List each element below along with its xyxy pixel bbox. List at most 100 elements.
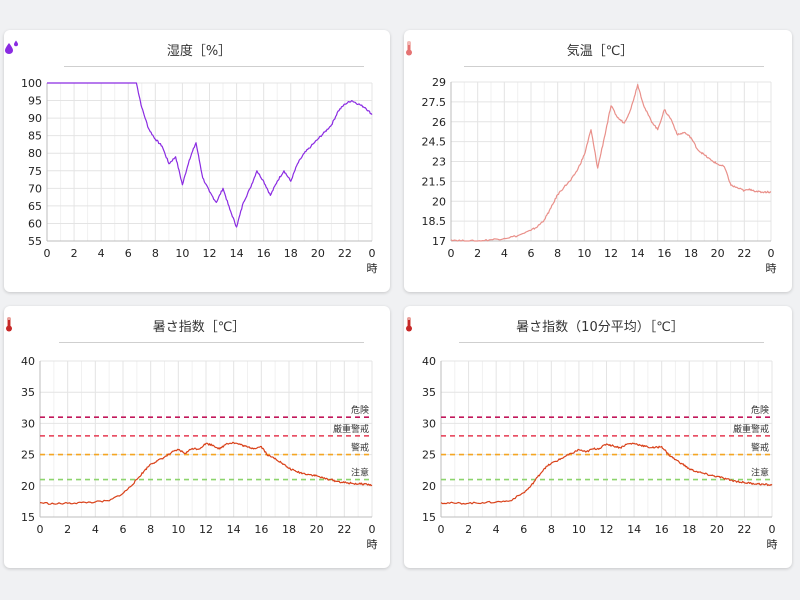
y-tick-label: 60 — [28, 217, 42, 230]
chart-title: 湿度［%］ — [4, 40, 390, 59]
x-tick-label: 18 — [282, 523, 296, 536]
x-tick-label: 14 — [227, 523, 241, 536]
y-tick-label: 17 — [432, 235, 446, 248]
x-tick-label: 20 — [311, 247, 325, 260]
chart-title-text: 湿度［%］ — [166, 44, 232, 59]
threshold-label: 注意 — [751, 467, 769, 479]
y-tick-label: 23 — [432, 156, 446, 169]
threshold-label: 危険 — [751, 404, 769, 416]
y-tick-label: 20 — [422, 480, 436, 493]
y-tick-label: 15 — [422, 511, 436, 524]
x-tick-label: 16 — [655, 523, 669, 536]
x-tick-label: 10 — [171, 523, 185, 536]
series-line — [450, 84, 772, 242]
y-tick-label: 27.5 — [422, 96, 447, 109]
x-axis-unit-label: 時 — [766, 262, 777, 275]
series-line — [440, 442, 773, 505]
title-divider — [64, 66, 364, 67]
x-tick-label: 20 — [710, 523, 724, 536]
x-tick-label: 0 — [369, 247, 376, 260]
y-tick-label: 26 — [432, 116, 446, 129]
y-tick-label: 35 — [422, 386, 436, 399]
y-tick-label: 30 — [422, 417, 436, 430]
x-tick-label: 2 — [465, 523, 472, 536]
chart-title-text: 気温［℃］ — [566, 44, 634, 59]
x-tick-label: 14 — [631, 247, 645, 260]
y-tick-label: 70 — [28, 182, 42, 195]
y-tick-label: 24.5 — [422, 136, 447, 149]
chart-title-text: 暑さ指数［℃］ — [152, 320, 246, 335]
wbgt-10min-chart-panel: 40 35 30 25 20 15 0 2 4 6 8 10 12 14 16 18 20 22 0 時危険 厳重警戒警… — [404, 306, 792, 568]
y-tick-label: 80 — [28, 147, 42, 160]
x-tick-label: 12 — [199, 523, 213, 536]
threshold-label: 警戒 — [751, 442, 769, 454]
chart-title: 暑さ指数（10分平均）［℃］ — [404, 316, 792, 335]
x-tick-label: 4 — [98, 247, 105, 260]
y-tick-label: 40 — [422, 355, 436, 368]
threshold-label: 厳重警戒 — [333, 423, 369, 435]
x-tick-label: 6 — [520, 523, 527, 536]
x-tick-label: 6 — [125, 247, 132, 260]
y-tick-label: 85 — [28, 130, 42, 143]
x-tick-label: 2 — [474, 247, 481, 260]
x-tick-label: 10 — [577, 247, 591, 260]
y-tick-label: 30 — [21, 417, 35, 430]
x-tick-label: 12 — [604, 247, 618, 260]
x-tick-label: 0 — [438, 523, 445, 536]
x-axis-unit-label: 時 — [767, 538, 778, 551]
x-axis-unit-label: 時 — [367, 262, 378, 275]
x-tick-label: 0 — [369, 523, 376, 536]
chart-title: 気温［℃］ — [404, 40, 792, 59]
x-tick-label: 20 — [310, 523, 324, 536]
humidity-chart-panel: 100 95 90 85 80 75 70 65 60 55 0 2 4 6 8 10 12 14 16 18 20 22… — [4, 30, 390, 292]
x-tick-label: 18 — [284, 247, 298, 260]
x-tick-label: 0 — [44, 247, 51, 260]
x-tick-label: 20 — [711, 247, 725, 260]
x-tick-label: 18 — [684, 247, 698, 260]
y-tick-label: 20 — [21, 480, 35, 493]
series-line — [39, 441, 373, 505]
x-tick-label: 0 — [448, 247, 455, 260]
x-tick-label: 22 — [737, 523, 751, 536]
y-tick-label: 25 — [21, 449, 35, 462]
y-tick-label: 95 — [28, 95, 42, 108]
x-tick-label: 16 — [657, 247, 671, 260]
y-tick-label: 25 — [422, 449, 436, 462]
threshold-label: 注意 — [351, 467, 369, 479]
y-tick-label: 35 — [21, 386, 35, 399]
y-tick-label: 29 — [432, 76, 446, 89]
x-tick-label: 12 — [203, 247, 217, 260]
y-tick-label: 21.5 — [422, 175, 447, 188]
x-tick-label: 22 — [737, 247, 751, 260]
x-tick-label: 6 — [528, 247, 535, 260]
x-tick-label: 8 — [152, 247, 159, 260]
x-tick-label: 0 — [37, 523, 44, 536]
x-tick-label: 10 — [175, 247, 189, 260]
series-line — [47, 82, 373, 228]
title-divider — [59, 342, 364, 343]
x-tick-label: 14 — [627, 523, 641, 536]
title-divider — [459, 342, 764, 343]
x-tick-label: 18 — [682, 523, 696, 536]
title-divider — [464, 66, 764, 67]
x-tick-label: 2 — [71, 247, 78, 260]
x-tick-label: 4 — [92, 523, 99, 536]
x-tick-label: 0 — [768, 247, 775, 260]
threshold-label: 危険 — [351, 404, 369, 416]
x-tick-label: 16 — [254, 523, 268, 536]
wbgt-chart-panel: 40 35 30 25 20 15 0 2 4 6 8 10 12 14 16 18 20 22 0 時危険 厳重警戒警… — [4, 306, 390, 568]
y-tick-label: 90 — [28, 112, 42, 125]
x-tick-label: 22 — [338, 247, 352, 260]
x-tick-label: 4 — [493, 523, 500, 536]
x-tick-label: 8 — [147, 523, 154, 536]
x-tick-label: 6 — [120, 523, 127, 536]
y-tick-label: 55 — [28, 235, 42, 248]
y-tick-label: 75 — [28, 165, 42, 178]
x-tick-label: 8 — [548, 523, 555, 536]
threshold-label: 厳重警戒 — [733, 423, 769, 435]
chart-title-text: 暑さ指数（10分平均）［℃］ — [516, 320, 684, 335]
threshold-label: 警戒 — [351, 442, 369, 454]
